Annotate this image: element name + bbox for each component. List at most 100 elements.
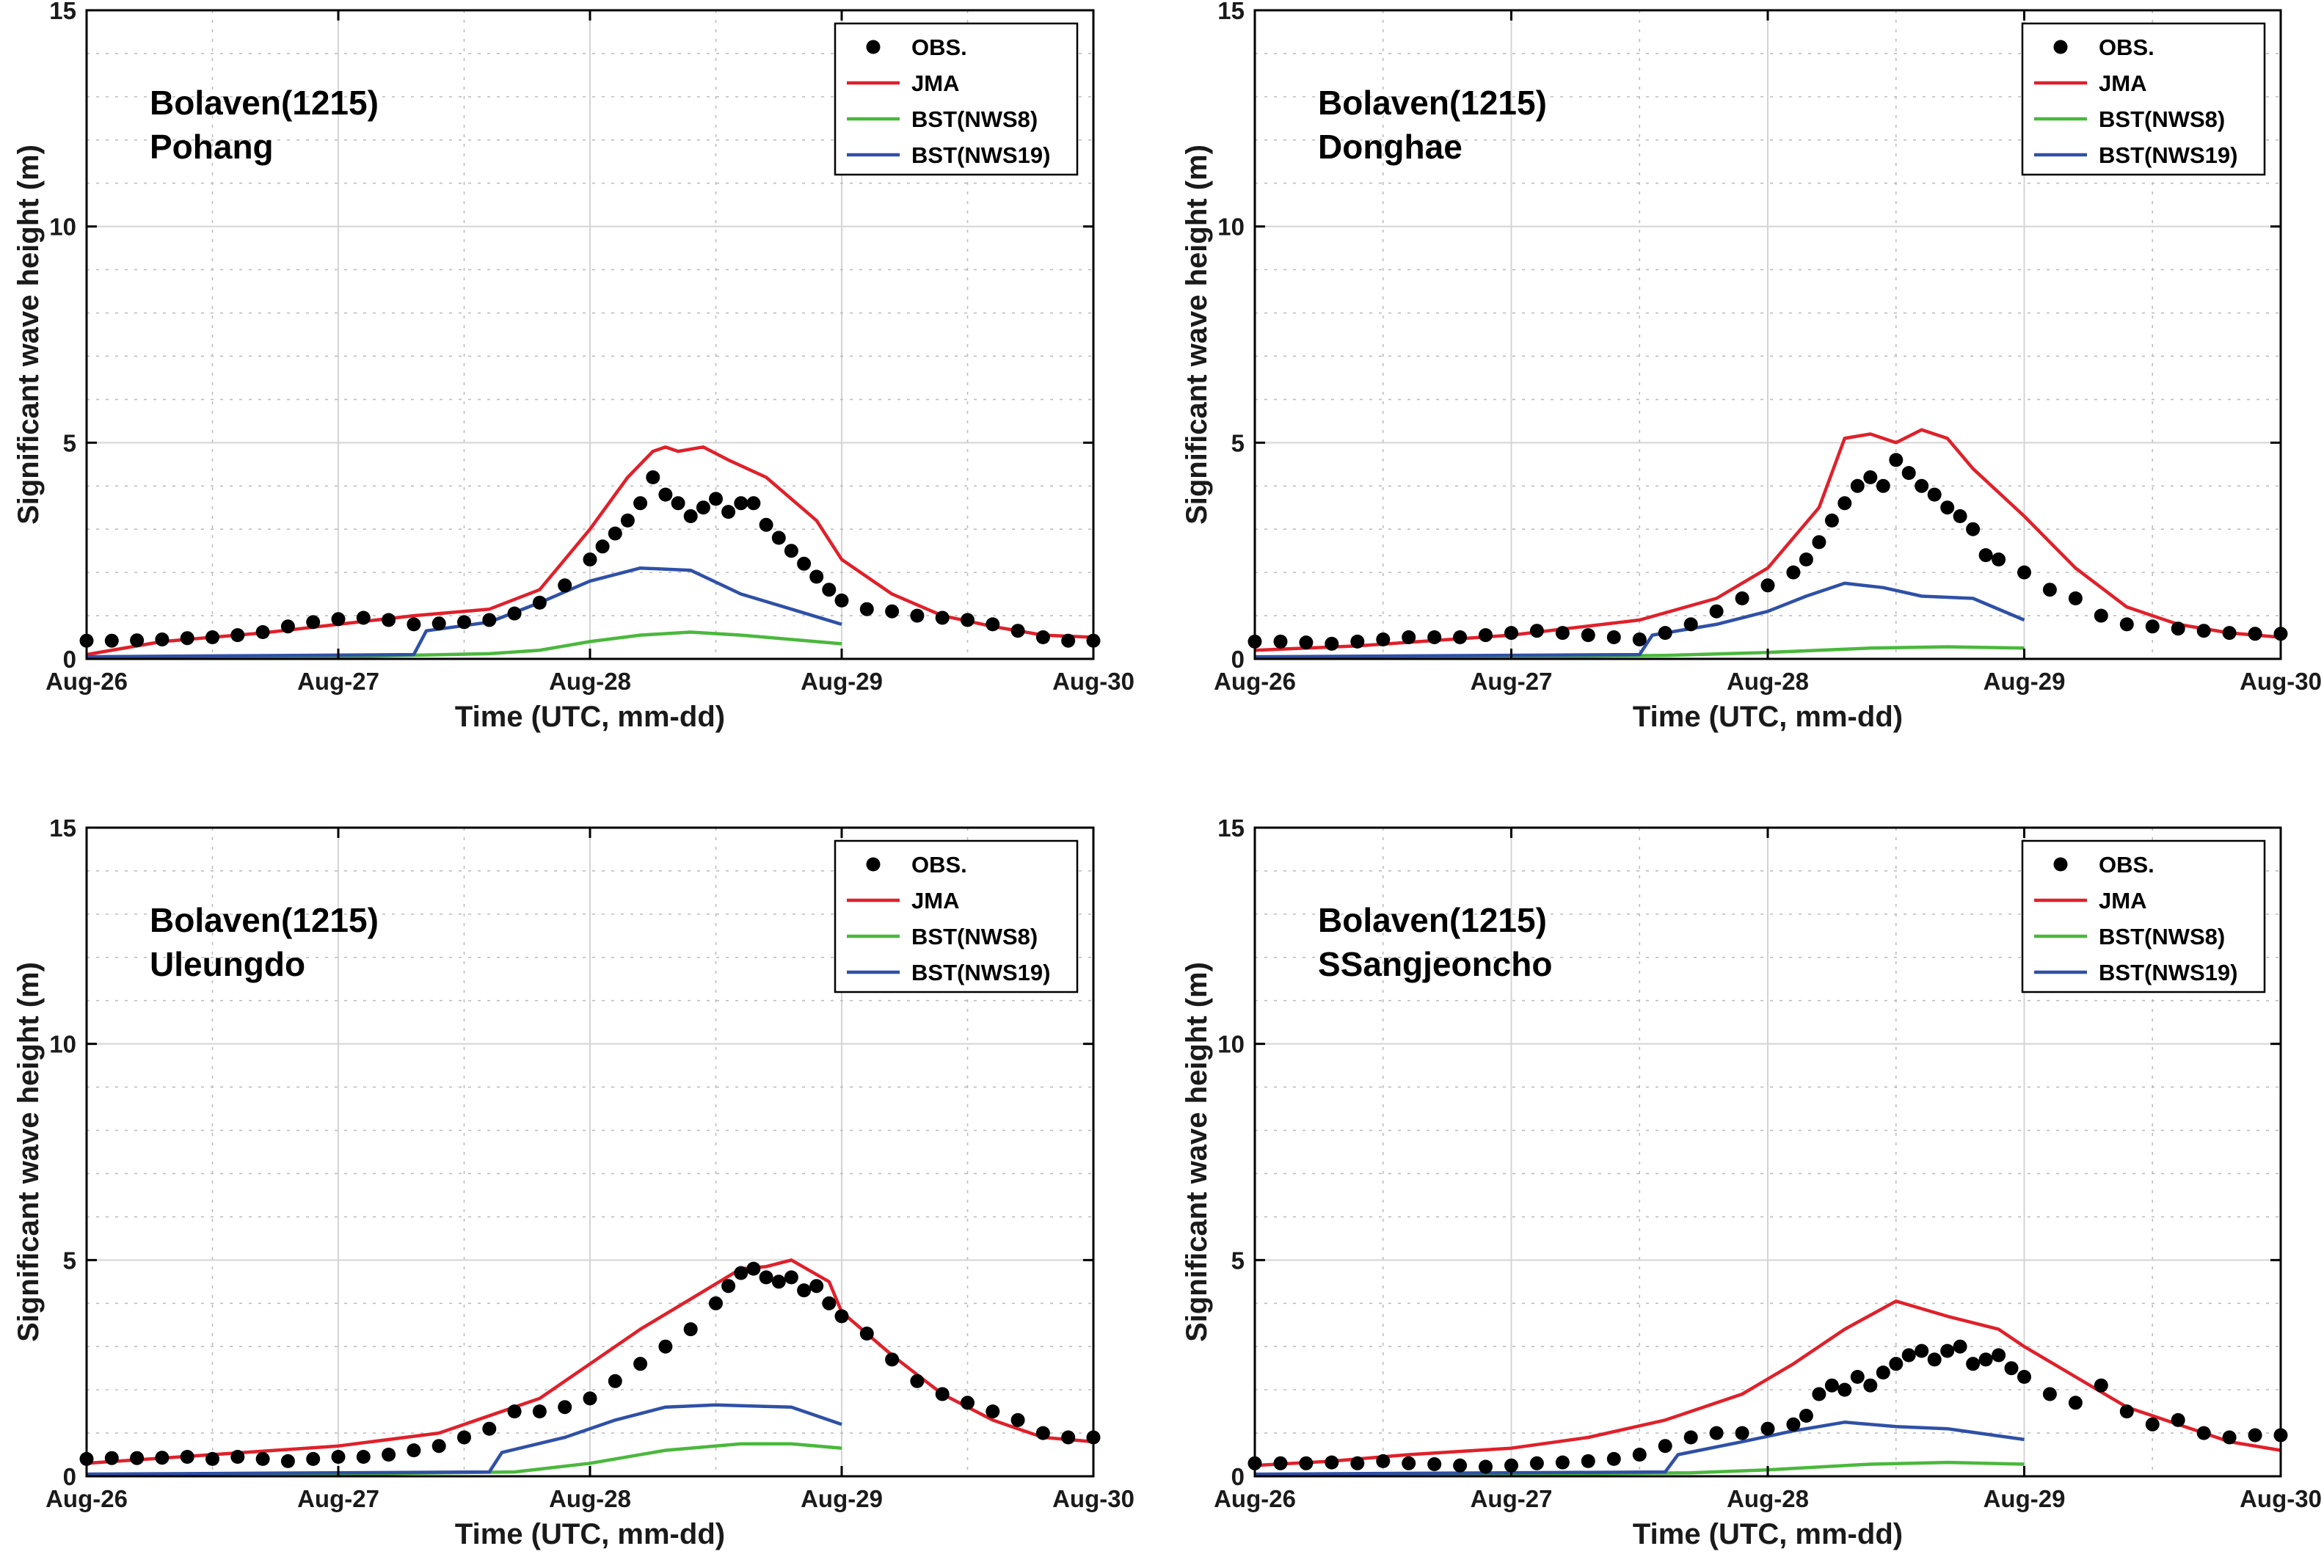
x-tick-label: Aug-30 [1052, 668, 1134, 695]
y-tick-label: 5 [1231, 1247, 1245, 1274]
obs-point [784, 1270, 798, 1285]
station-annotation: Uleungdo [150, 945, 305, 983]
obs-point [709, 1296, 723, 1310]
obs-point [1427, 1457, 1442, 1471]
obs-point [2119, 617, 2134, 632]
obs-point [620, 513, 635, 528]
obs-point [1376, 632, 1391, 646]
obs-point [986, 617, 1000, 632]
obs-point [1658, 1439, 1672, 1454]
x-tick-label: Aug-26 [45, 1485, 128, 1512]
obs-point [583, 553, 597, 566]
x-axis-label: Time (UTC, mm-dd) [455, 1518, 725, 1550]
obs-point [2145, 1417, 2160, 1432]
obs-point [1504, 626, 1518, 641]
x-tick-label: Aug-28 [1727, 668, 1809, 695]
obs-point [1837, 496, 1852, 511]
x-axis-label: Time (UTC, mm-dd) [1633, 701, 1903, 733]
obs-point [759, 1270, 773, 1285]
obs-point [1427, 630, 1442, 644]
obs-point [407, 617, 421, 632]
obs-point [2145, 619, 2160, 634]
obs-point [834, 1309, 849, 1324]
obs-point [1850, 1370, 1865, 1384]
obs-point [1529, 624, 1544, 638]
chart-panel-3: Aug-26 Aug-27 Aug-28 Aug-29 Aug-30 0 5 10 15 Time… [12, 814, 1134, 1550]
series-line-bst-nws19- [86, 566, 842, 659]
x-tick-label: Aug-26 [1214, 668, 1296, 695]
obs-point [1927, 1352, 1942, 1367]
station-annotation: Donghae [1318, 128, 1462, 166]
obs-point [1683, 617, 1698, 632]
obs-point [1010, 624, 1025, 638]
legend-label: OBS. [2099, 34, 2154, 60]
obs-point [1863, 470, 1878, 484]
obs-point [2196, 1426, 2211, 1440]
obs-point [1966, 522, 1981, 536]
obs-point [482, 1421, 497, 1436]
obs-point [280, 1454, 295, 1468]
obs-point [822, 1296, 837, 1310]
legend: OBS. JMA BST(NWS8) BST(NWS19) [2021, 22, 2266, 176]
obs-point [683, 1322, 698, 1337]
obs-point [1453, 1458, 1468, 1473]
legend: OBS. JMA BST(NWS8) BST(NWS19) [2021, 839, 2266, 993]
obs-point [2017, 565, 2031, 580]
obs-point [671, 496, 685, 511]
legend-label: BST(NWS19) [2099, 142, 2237, 168]
obs-point [633, 496, 648, 511]
obs-point [784, 544, 798, 558]
obs-point [797, 556, 812, 571]
obs-point [507, 606, 522, 621]
obs-point [1760, 578, 1775, 593]
legend-label: JMA [2099, 888, 2146, 914]
obs-point [1581, 1454, 1595, 1468]
obs-point [1299, 1456, 1314, 1470]
obs-point [507, 1404, 522, 1419]
obs-point [1992, 1348, 2006, 1363]
chart-panel-4: Aug-26 Aug-27 Aug-28 Aug-29 Aug-30 0 5 10 15 Time… [1181, 814, 2322, 1550]
series-obs-markers [1247, 1339, 2288, 1474]
obs-point [721, 1279, 736, 1294]
y-axis-label: Significant wave height (m) [1181, 145, 1213, 525]
obs-point [683, 509, 698, 523]
obs-point [382, 613, 396, 627]
obs-point [1901, 1348, 1916, 1363]
x-tick-label: Aug-26 [1214, 1485, 1296, 1512]
y-tick-label: 5 [63, 1247, 76, 1274]
obs-point [658, 1339, 673, 1354]
station-annotation: SSangjeoncho [1318, 945, 1552, 983]
obs-point [558, 578, 572, 593]
obs-point [230, 628, 245, 643]
obs-point [1901, 466, 1916, 481]
obs-point [205, 630, 219, 644]
series-line-jma [86, 445, 1094, 657]
obs-point [180, 1450, 194, 1464]
x-tick-label: Aug-29 [801, 1485, 883, 1512]
y-tick-label: 0 [1231, 646, 1245, 673]
obs-point [809, 1279, 824, 1294]
obs-point [746, 1261, 761, 1276]
obs-point [331, 1450, 346, 1464]
obs-point [734, 496, 748, 511]
obs-point [1606, 630, 1621, 644]
obs-point [734, 1266, 748, 1280]
obs-point [407, 1443, 421, 1458]
obs-point [1709, 1426, 1724, 1440]
obs-point [2222, 626, 2237, 641]
grid [1255, 10, 2281, 659]
obs-point [1061, 1430, 1076, 1445]
obs-point [859, 1327, 874, 1341]
obs-point [1035, 630, 1050, 644]
obs-point [1376, 1454, 1391, 1468]
x-axis-label: Time (UTC, mm-dd) [455, 701, 725, 733]
obs-point [104, 1451, 119, 1465]
x-tick-label: Aug-30 [1052, 1485, 1134, 1512]
x-tick-label: Aug-29 [801, 668, 883, 695]
obs-point [1889, 453, 1904, 467]
obs-point [1479, 1459, 1493, 1474]
obs-point [885, 604, 900, 619]
obs-point [1953, 509, 1967, 523]
storm-annotation: Bolaven(1215) [150, 84, 379, 122]
